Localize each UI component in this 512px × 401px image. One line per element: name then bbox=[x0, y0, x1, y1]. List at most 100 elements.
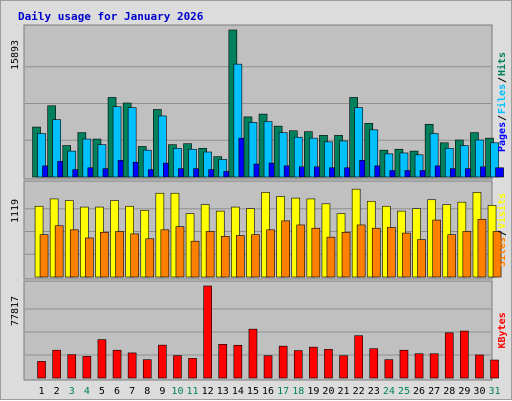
day-label-26: 26 bbox=[413, 386, 425, 397]
day-label-12: 12 bbox=[202, 386, 214, 397]
day-labels: 1 2 3 4 5 6 7 8 9 10 11 12 13 14 15 16 17 18 19 20 21 22 23 24 2… bbox=[39, 386, 501, 397]
bar-kbytes-day-22 bbox=[354, 335, 363, 379]
bar-kbytes-day-26 bbox=[414, 353, 424, 379]
bar-kbytes-day-23 bbox=[369, 348, 379, 379]
day-label-6: 6 bbox=[114, 386, 120, 397]
bar-sites-day-7 bbox=[130, 233, 139, 278]
bar-kbytes-day-1 bbox=[37, 361, 46, 379]
day-label-8: 8 bbox=[144, 386, 150, 397]
bar-files-day-8 bbox=[142, 149, 152, 178]
bar-files-day-25 bbox=[399, 152, 409, 178]
bar-files-day-31 bbox=[490, 142, 499, 178]
bar-files-day-17 bbox=[278, 132, 288, 178]
bar-kbytes-day-17 bbox=[278, 345, 288, 379]
bar-sites-day-19 bbox=[311, 227, 321, 278]
day-label-14: 14 bbox=[232, 386, 244, 397]
bar-kbytes-day-30 bbox=[475, 354, 484, 379]
day-label-30: 30 bbox=[473, 386, 485, 397]
bar-sites-day-31 bbox=[492, 231, 502, 278]
bar-files-day-26 bbox=[414, 154, 424, 178]
bar-files-day-7 bbox=[127, 107, 137, 178]
bar-files-day-30 bbox=[475, 139, 484, 178]
bar-sites-day-5 bbox=[100, 231, 109, 278]
bar-kbytes-day-5 bbox=[97, 339, 107, 379]
day-label-16: 16 bbox=[262, 386, 274, 397]
bar-sites-day-30 bbox=[477, 218, 487, 278]
bar-kbytes-day-21 bbox=[339, 355, 348, 379]
bar-sites-day-23 bbox=[371, 227, 381, 278]
bar-kbytes-day-28 bbox=[444, 332, 454, 379]
day-label-31: 31 bbox=[489, 386, 501, 397]
bar-sites-day-24 bbox=[387, 227, 396, 278]
day-label-9: 9 bbox=[159, 386, 165, 397]
bar-sites-day-12 bbox=[205, 231, 215, 278]
panel-kbytes: 77817 KBytes bbox=[10, 280, 508, 381]
bar-files-day-29 bbox=[460, 145, 469, 178]
bar-kbytes-day-4 bbox=[82, 356, 92, 379]
bar-files-day-22 bbox=[354, 107, 363, 178]
bar-kbytes-day-3 bbox=[67, 354, 77, 379]
day-label-23: 23 bbox=[368, 386, 380, 397]
bar-sites-day-26 bbox=[417, 239, 426, 278]
day-label-15: 15 bbox=[247, 386, 259, 397]
bar-files-day-10 bbox=[173, 148, 182, 178]
legend-separator: / bbox=[497, 230, 508, 236]
bar-files-day-13 bbox=[218, 159, 228, 178]
bar-sites-day-18 bbox=[296, 224, 306, 278]
day-label-10: 10 bbox=[171, 386, 183, 397]
day-label-1: 1 bbox=[39, 386, 45, 397]
bar-files-day-24 bbox=[384, 153, 394, 178]
day-label-18: 18 bbox=[292, 386, 304, 397]
bar-files-day-18 bbox=[293, 136, 303, 178]
day-label-28: 28 bbox=[443, 386, 455, 397]
day-label-20: 20 bbox=[322, 386, 334, 397]
day-label-21: 21 bbox=[338, 386, 350, 397]
bar-files-day-4 bbox=[82, 138, 92, 178]
bar-sites-day-9 bbox=[160, 229, 170, 278]
bar-pages-day-31 bbox=[495, 167, 504, 178]
bar-kbytes-day-7 bbox=[127, 352, 137, 379]
bar-kbytes-day-27 bbox=[429, 353, 439, 379]
bar-kbytes-day-8 bbox=[142, 359, 152, 379]
bar-files-day-19 bbox=[309, 137, 318, 178]
legend-hits: Hits bbox=[496, 52, 508, 76]
bar-files-day-16 bbox=[263, 121, 273, 178]
bar-files-day-20 bbox=[324, 141, 333, 178]
legend-files: Files bbox=[496, 84, 508, 114]
bar-sites-day-28 bbox=[447, 234, 457, 278]
bar-files-day-9 bbox=[158, 115, 167, 178]
bar-files-day-27 bbox=[429, 133, 439, 178]
day-label-27: 27 bbox=[428, 386, 440, 397]
legend-visits: Visits bbox=[496, 193, 508, 229]
day-label-3: 3 bbox=[69, 386, 75, 397]
bar-files-day-5 bbox=[97, 144, 107, 178]
bar-sites-day-27 bbox=[432, 219, 441, 278]
bar-files-day-12 bbox=[203, 151, 212, 178]
panel-visits-sites: 1119 Sites/Visits bbox=[10, 180, 508, 280]
legend-pages: Pages bbox=[497, 122, 508, 152]
day-label-25: 25 bbox=[398, 386, 410, 397]
bar-files-day-6 bbox=[112, 106, 122, 178]
legend-separator: / bbox=[497, 115, 508, 121]
bar-sites-day-6 bbox=[115, 231, 124, 278]
bar-kbytes-day-6 bbox=[112, 349, 122, 379]
bar-files-day-14 bbox=[233, 63, 243, 178]
bar-kbytes-day-25 bbox=[399, 349, 409, 379]
bar-sites-day-15 bbox=[251, 234, 260, 278]
ymax-label: 77817 bbox=[10, 296, 21, 326]
bar-sites-day-10 bbox=[175, 226, 185, 278]
bar-kbytes-day-19 bbox=[309, 346, 318, 379]
bar-sites-day-20 bbox=[326, 236, 336, 278]
bar-sites-day-25 bbox=[402, 232, 411, 278]
bar-files-day-3 bbox=[67, 150, 77, 178]
ymax-label: 15893 bbox=[10, 40, 21, 70]
day-label-29: 29 bbox=[458, 386, 470, 397]
day-label-11: 11 bbox=[187, 386, 199, 397]
legend-separator: / bbox=[497, 77, 508, 83]
chart-title: Daily usage for January 2026 bbox=[18, 10, 204, 23]
panels-layer: 15893Pages/Files/Hits1119Sites/Visits778… bbox=[10, 24, 508, 381]
day-label-22: 22 bbox=[353, 386, 365, 397]
bar-sites-day-22 bbox=[356, 224, 366, 278]
